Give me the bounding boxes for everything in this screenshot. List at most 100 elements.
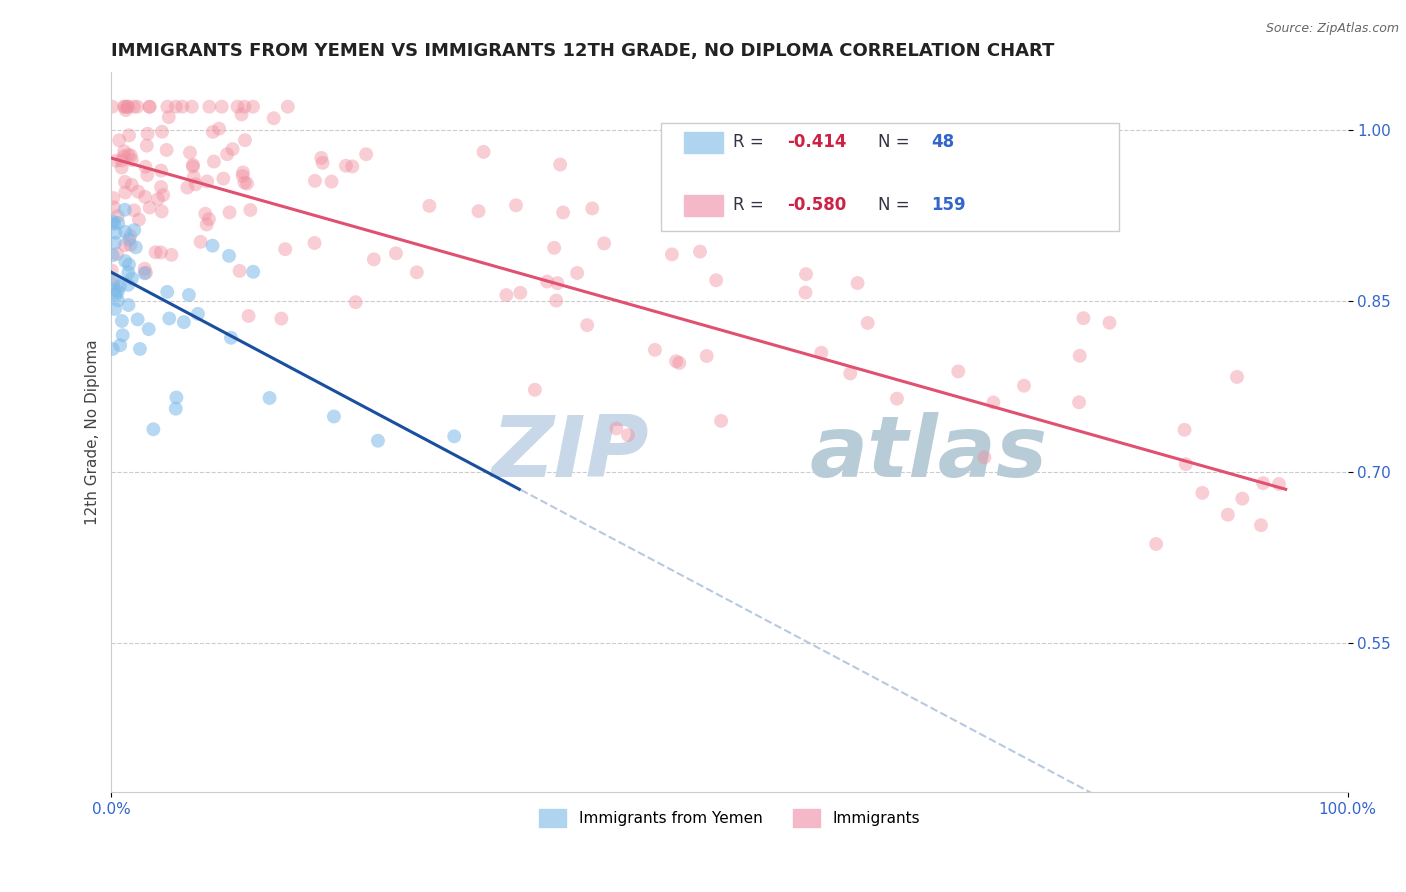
Point xyxy=(839,367,862,381)
Point xyxy=(135,138,157,153)
Point xyxy=(138,100,160,114)
Point xyxy=(107,209,129,223)
Point xyxy=(696,349,718,363)
Point xyxy=(103,282,125,296)
Point xyxy=(120,228,142,243)
Point xyxy=(551,205,574,219)
Point xyxy=(142,422,165,436)
Point xyxy=(184,178,207,192)
FancyBboxPatch shape xyxy=(661,123,1119,231)
Point xyxy=(138,100,160,114)
Point xyxy=(177,288,200,302)
Point xyxy=(1144,537,1167,551)
Point xyxy=(145,245,167,260)
Point xyxy=(114,254,136,268)
Point xyxy=(117,100,139,114)
Point xyxy=(565,266,588,280)
Point xyxy=(443,429,465,443)
Point xyxy=(117,265,139,279)
Point xyxy=(156,100,179,114)
Point xyxy=(201,238,224,252)
Point xyxy=(856,316,879,330)
Point xyxy=(505,198,527,212)
Point xyxy=(105,153,128,168)
Point xyxy=(202,154,225,169)
Point xyxy=(122,203,145,218)
Point xyxy=(157,110,180,124)
Point xyxy=(239,202,262,217)
Point xyxy=(846,276,869,290)
Point xyxy=(948,364,970,378)
Point xyxy=(1174,457,1197,471)
Point xyxy=(127,185,149,199)
Point xyxy=(181,160,204,174)
Point xyxy=(1073,311,1095,326)
Point xyxy=(117,100,139,114)
Point xyxy=(546,293,568,308)
Point xyxy=(593,236,616,251)
Point xyxy=(617,428,640,442)
Point xyxy=(114,103,136,117)
Point xyxy=(165,100,187,114)
Point xyxy=(704,273,727,287)
Text: -0.414: -0.414 xyxy=(787,133,846,152)
Point xyxy=(218,249,240,263)
Point xyxy=(794,267,817,281)
Point xyxy=(156,285,179,299)
Point xyxy=(180,100,202,114)
Point xyxy=(112,150,135,164)
Point xyxy=(125,240,148,254)
Point xyxy=(150,180,173,194)
Point xyxy=(1268,477,1291,491)
Point xyxy=(1069,349,1091,363)
Point xyxy=(226,100,249,114)
Point xyxy=(242,100,264,114)
Point xyxy=(103,217,125,231)
Point xyxy=(233,176,256,190)
Point xyxy=(176,180,198,194)
Point xyxy=(103,191,125,205)
Point xyxy=(536,275,558,289)
Y-axis label: 12th Grade, No Diploma: 12th Grade, No Diploma xyxy=(86,339,100,525)
Point xyxy=(354,147,377,161)
Point xyxy=(689,244,711,259)
Point xyxy=(110,161,132,175)
Point xyxy=(405,265,427,279)
Point xyxy=(108,279,131,293)
Point xyxy=(134,266,156,280)
Point xyxy=(118,232,141,246)
Point xyxy=(231,107,253,121)
Point xyxy=(198,100,221,114)
Point xyxy=(118,258,141,272)
Text: R =: R = xyxy=(733,133,769,152)
Point xyxy=(274,242,297,256)
Text: ZIP: ZIP xyxy=(492,412,650,495)
Point xyxy=(136,168,159,182)
Point xyxy=(150,204,173,219)
Point xyxy=(103,273,125,287)
Point xyxy=(100,263,122,277)
Point xyxy=(114,225,136,239)
Point xyxy=(104,287,127,301)
Point xyxy=(111,314,134,328)
Point xyxy=(211,100,233,114)
Point xyxy=(121,153,143,167)
Point xyxy=(218,205,240,219)
Point xyxy=(122,100,145,114)
Point xyxy=(472,145,495,159)
Point xyxy=(149,245,172,260)
Point xyxy=(661,247,683,261)
Text: 48: 48 xyxy=(931,133,955,152)
Point xyxy=(710,414,733,428)
Point xyxy=(101,214,124,228)
Point xyxy=(111,153,134,168)
Point xyxy=(112,145,135,159)
Point xyxy=(418,199,440,213)
Point xyxy=(128,212,150,227)
Point xyxy=(385,246,408,260)
Point xyxy=(114,238,136,252)
Point xyxy=(233,133,256,147)
Point xyxy=(195,174,218,188)
Point xyxy=(172,100,194,114)
Point xyxy=(232,169,254,183)
